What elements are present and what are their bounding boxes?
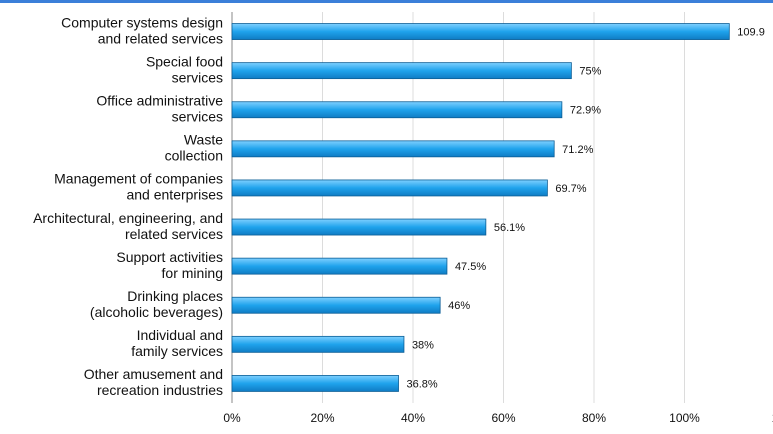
value-label: 46% bbox=[448, 300, 470, 312]
y-tick-label: Special food bbox=[146, 53, 223, 69]
value-label: 56.1% bbox=[494, 222, 525, 234]
y-tick-label: Waste bbox=[184, 132, 223, 148]
x-tick-label: 80% bbox=[582, 411, 606, 425]
x-tick-label: 60% bbox=[491, 411, 515, 425]
bar bbox=[231, 257, 448, 275]
y-tick-label: and enterprises bbox=[126, 187, 223, 203]
bar bbox=[231, 218, 487, 236]
y-tick-label: Office administrative bbox=[96, 92, 223, 108]
bar bbox=[231, 23, 730, 40]
bar bbox=[231, 335, 405, 353]
value-label: 75% bbox=[579, 66, 601, 78]
y-tick-label: services bbox=[172, 108, 223, 124]
value-label: 72.9% bbox=[570, 105, 601, 117]
x-tick-label: 1 bbox=[772, 411, 773, 425]
value-label: 71.2% bbox=[562, 144, 593, 156]
y-tick-label: Individual and bbox=[137, 327, 223, 343]
value-label: 109.9 bbox=[737, 26, 765, 38]
y-tick-label: Management of companies bbox=[54, 171, 223, 187]
y-tick-label: Support activities bbox=[116, 249, 223, 265]
top-strip bbox=[0, 0, 773, 3]
value-label: 36.8% bbox=[407, 378, 438, 390]
y-tick-label: services bbox=[172, 69, 223, 85]
value-label: 69.7% bbox=[555, 183, 586, 195]
bar bbox=[231, 101, 563, 119]
value-label: 47.5% bbox=[455, 261, 486, 273]
y-tick-label: (alcoholic beverages) bbox=[90, 304, 223, 320]
y-tick-label: Architectural, engineering, and bbox=[33, 210, 223, 226]
x-tick-label: 40% bbox=[401, 411, 425, 425]
y-tick-label: collection bbox=[165, 148, 223, 164]
y-tick-label: related services bbox=[125, 226, 223, 242]
value-label: 38% bbox=[412, 339, 434, 351]
bar bbox=[231, 62, 572, 80]
bar bbox=[231, 296, 441, 314]
y-tick-label: Drinking places bbox=[127, 288, 223, 304]
x-tick-label: 0% bbox=[223, 411, 241, 425]
y-tick-label: Other amusement and bbox=[84, 366, 223, 382]
bar bbox=[231, 375, 399, 392]
y-tick-label: family services bbox=[131, 343, 223, 359]
x-tick-label: 100% bbox=[669, 411, 700, 425]
y-tick-label: Computer systems design bbox=[61, 14, 223, 30]
bar bbox=[231, 140, 555, 158]
bar bbox=[231, 179, 548, 197]
y-tick-label: and related services bbox=[98, 30, 223, 46]
x-tick-label: 20% bbox=[310, 411, 334, 425]
y-tick-label: recreation industries bbox=[97, 382, 223, 398]
y-tick-label: for mining bbox=[162, 265, 223, 281]
